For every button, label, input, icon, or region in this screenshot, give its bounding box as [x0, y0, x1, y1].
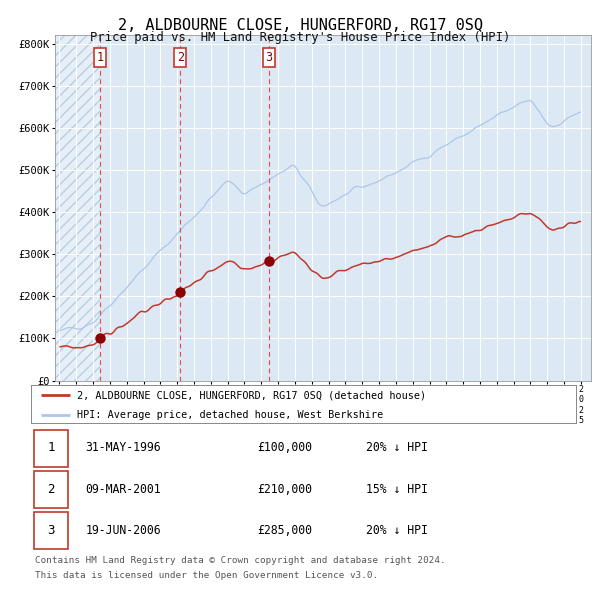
- Text: 1: 1: [97, 51, 104, 64]
- Text: 20% ↓ HPI: 20% ↓ HPI: [366, 524, 428, 537]
- Bar: [55, 35, 100, 381]
- Text: £285,000: £285,000: [257, 524, 312, 537]
- Text: 3: 3: [47, 524, 55, 537]
- FancyBboxPatch shape: [34, 430, 68, 467]
- Text: 2, ALDBOURNE CLOSE, HUNGERFORD, RG17 0SQ: 2, ALDBOURNE CLOSE, HUNGERFORD, RG17 0SQ: [118, 18, 482, 33]
- Text: HPI: Average price, detached house, West Berkshire: HPI: Average price, detached house, West…: [77, 409, 383, 419]
- Bar: [55, 35, 100, 381]
- FancyBboxPatch shape: [34, 512, 68, 549]
- Text: This data is licensed under the Open Government Licence v3.0.: This data is licensed under the Open Gov…: [35, 571, 378, 579]
- Text: 1: 1: [47, 441, 55, 454]
- Text: 15% ↓ HPI: 15% ↓ HPI: [366, 483, 428, 496]
- Text: 2, ALDBOURNE CLOSE, HUNGERFORD, RG17 0SQ (detached house): 2, ALDBOURNE CLOSE, HUNGERFORD, RG17 0SQ…: [77, 390, 426, 400]
- Text: 20% ↓ HPI: 20% ↓ HPI: [366, 441, 428, 454]
- Text: 2: 2: [176, 51, 184, 64]
- Text: 2: 2: [47, 483, 55, 496]
- Text: £210,000: £210,000: [257, 483, 312, 496]
- Text: Price paid vs. HM Land Registry's House Price Index (HPI): Price paid vs. HM Land Registry's House …: [90, 31, 510, 44]
- Text: £100,000: £100,000: [257, 441, 312, 454]
- Text: 09-MAR-2001: 09-MAR-2001: [86, 483, 161, 496]
- Text: 19-JUN-2006: 19-JUN-2006: [86, 524, 161, 537]
- Text: 31-MAY-1996: 31-MAY-1996: [86, 441, 161, 454]
- Text: 3: 3: [266, 51, 272, 64]
- Text: Contains HM Land Registry data © Crown copyright and database right 2024.: Contains HM Land Registry data © Crown c…: [35, 556, 445, 565]
- FancyBboxPatch shape: [34, 471, 68, 508]
